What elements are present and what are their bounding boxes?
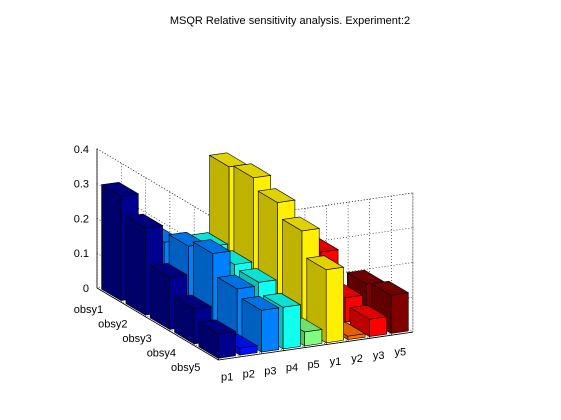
bar-top-face <box>197 319 237 335</box>
z-tick-label: 0.4 <box>74 144 89 156</box>
bar-front-face <box>261 307 280 353</box>
x-tick-label: y3 <box>373 350 385 362</box>
y-axis-line <box>96 287 219 361</box>
bar-top-face <box>281 216 321 232</box>
bar-front-face <box>304 329 323 347</box>
y-tick-label: obsy3 <box>122 333 151 345</box>
x-tick-label: p3 <box>264 365 276 377</box>
bar-obsy3-p1 <box>149 262 188 330</box>
bar-top-face <box>173 294 213 310</box>
bar-top-face <box>216 274 256 290</box>
bar-front-face <box>390 292 409 334</box>
chart-title: MSQR Relative sensitivity analysis. Expe… <box>170 15 410 27</box>
bar-side-face <box>101 184 122 302</box>
x-tick-label: p5 <box>307 359 319 371</box>
bar-top-face <box>262 292 302 308</box>
bar-top-face <box>238 268 277 283</box>
y-tick-label: obsy4 <box>147 347 176 359</box>
bar-top-face <box>233 163 272 179</box>
bar-obsy5-y1 <box>305 255 345 344</box>
x-tick-label: y5 <box>394 347 406 359</box>
tick-labels: 0 0.1 0.2 0.3 0.4 obsy1 obsy2 obsy3 obsy4 obsy5 p1… <box>74 144 406 384</box>
x-tick-label: p1 <box>221 371 233 383</box>
bar-obsy5-y3 <box>349 304 388 338</box>
z-tick-label: 0.2 <box>74 213 89 225</box>
x-tick-label: p2 <box>243 368 255 380</box>
z-tick-label: 0.3 <box>74 179 89 191</box>
bar-obsy5-p1 <box>197 319 237 359</box>
bar-front-face <box>325 266 344 344</box>
bar-top-face <box>370 280 410 296</box>
x-tick-label: y1 <box>330 356 342 368</box>
x-axis-line <box>218 331 413 361</box>
bar-top-face <box>305 255 345 271</box>
x-tick-label: p4 <box>286 362 298 374</box>
x-tick-label: y2 <box>351 353 363 365</box>
bar-front-face <box>217 331 236 359</box>
bar-front-face <box>282 304 301 350</box>
z-tick-label: 0 <box>83 283 89 295</box>
bar-top-face <box>349 304 388 320</box>
bar-top-face <box>241 295 280 311</box>
bar-top-face <box>100 181 140 197</box>
bar-obsy4-p3 <box>216 274 256 339</box>
bar-top-face <box>125 213 164 229</box>
z-tick-label: 0.1 <box>74 248 89 260</box>
bar-front-face <box>369 316 388 337</box>
y-tick-label: obsy5 <box>171 362 200 374</box>
bars <box>100 152 410 359</box>
y-tick-label: obsy1 <box>74 304 103 316</box>
bar-top-face <box>192 239 231 254</box>
bar-top-face <box>257 188 296 203</box>
axes-lines <box>96 148 413 361</box>
bar-top-face <box>149 262 188 278</box>
bar-side-face <box>125 215 146 316</box>
y-tick-label: obsy2 <box>98 319 127 331</box>
